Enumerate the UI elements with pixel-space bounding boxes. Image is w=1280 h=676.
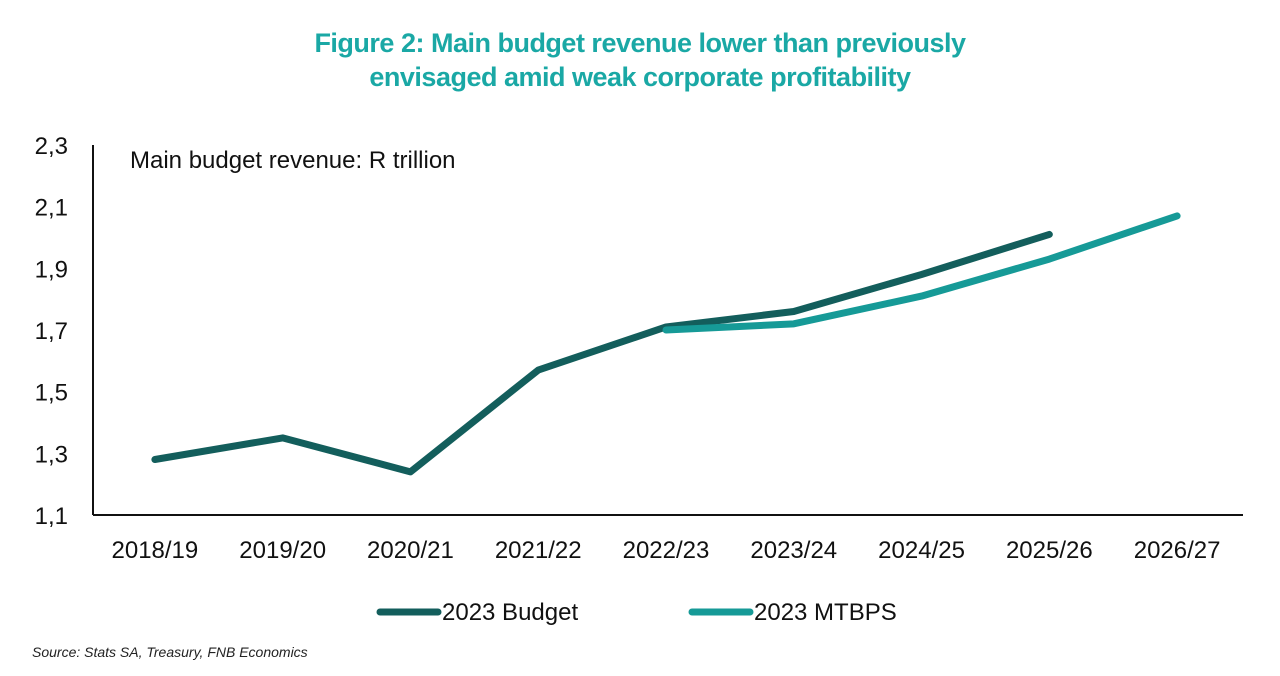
y-tick-label: 1,7 <box>35 318 68 345</box>
chart-title-line-1: Figure 2: Main budget revenue lower than… <box>314 28 966 58</box>
x-tick-label: 2022/23 <box>623 537 710 564</box>
x-tick-label: 2021/22 <box>495 537 582 564</box>
x-tick-label: 2026/27 <box>1134 537 1221 564</box>
chart-annotation: Main budget revenue: R trillion <box>130 147 456 174</box>
y-tick-label: 1,9 <box>35 256 68 283</box>
source-note: Source: Stats SA, Treasury, FNB Economic… <box>32 644 308 660</box>
y-tick-label: 1,1 <box>35 503 68 530</box>
series-line-1 <box>151 230 1053 476</box>
x-tick-label: 2018/19 <box>112 537 199 564</box>
y-tick-label: 1,5 <box>35 380 68 407</box>
x-tick-label: 2020/21 <box>367 537 454 564</box>
x-tick-label: 2019/20 <box>239 537 326 564</box>
x-tick-label: 2024/25 <box>878 537 965 564</box>
chart-title: Figure 2: Main budget revenue lower than… <box>0 26 1280 94</box>
legend-label: 2023 MTBPS <box>754 599 897 626</box>
x-tick-label: 2025/26 <box>1006 537 1093 564</box>
y-tick-label: 2,3 <box>35 133 68 160</box>
x-tick-label: 2023/24 <box>750 537 837 564</box>
legend-label: 2023 Budget <box>442 599 578 626</box>
chart-title-line-2: envisaged amid weak corporate profitabil… <box>369 62 911 92</box>
y-tick-label: 1,3 <box>35 441 68 468</box>
y-tick-label: 2,1 <box>35 195 68 222</box>
